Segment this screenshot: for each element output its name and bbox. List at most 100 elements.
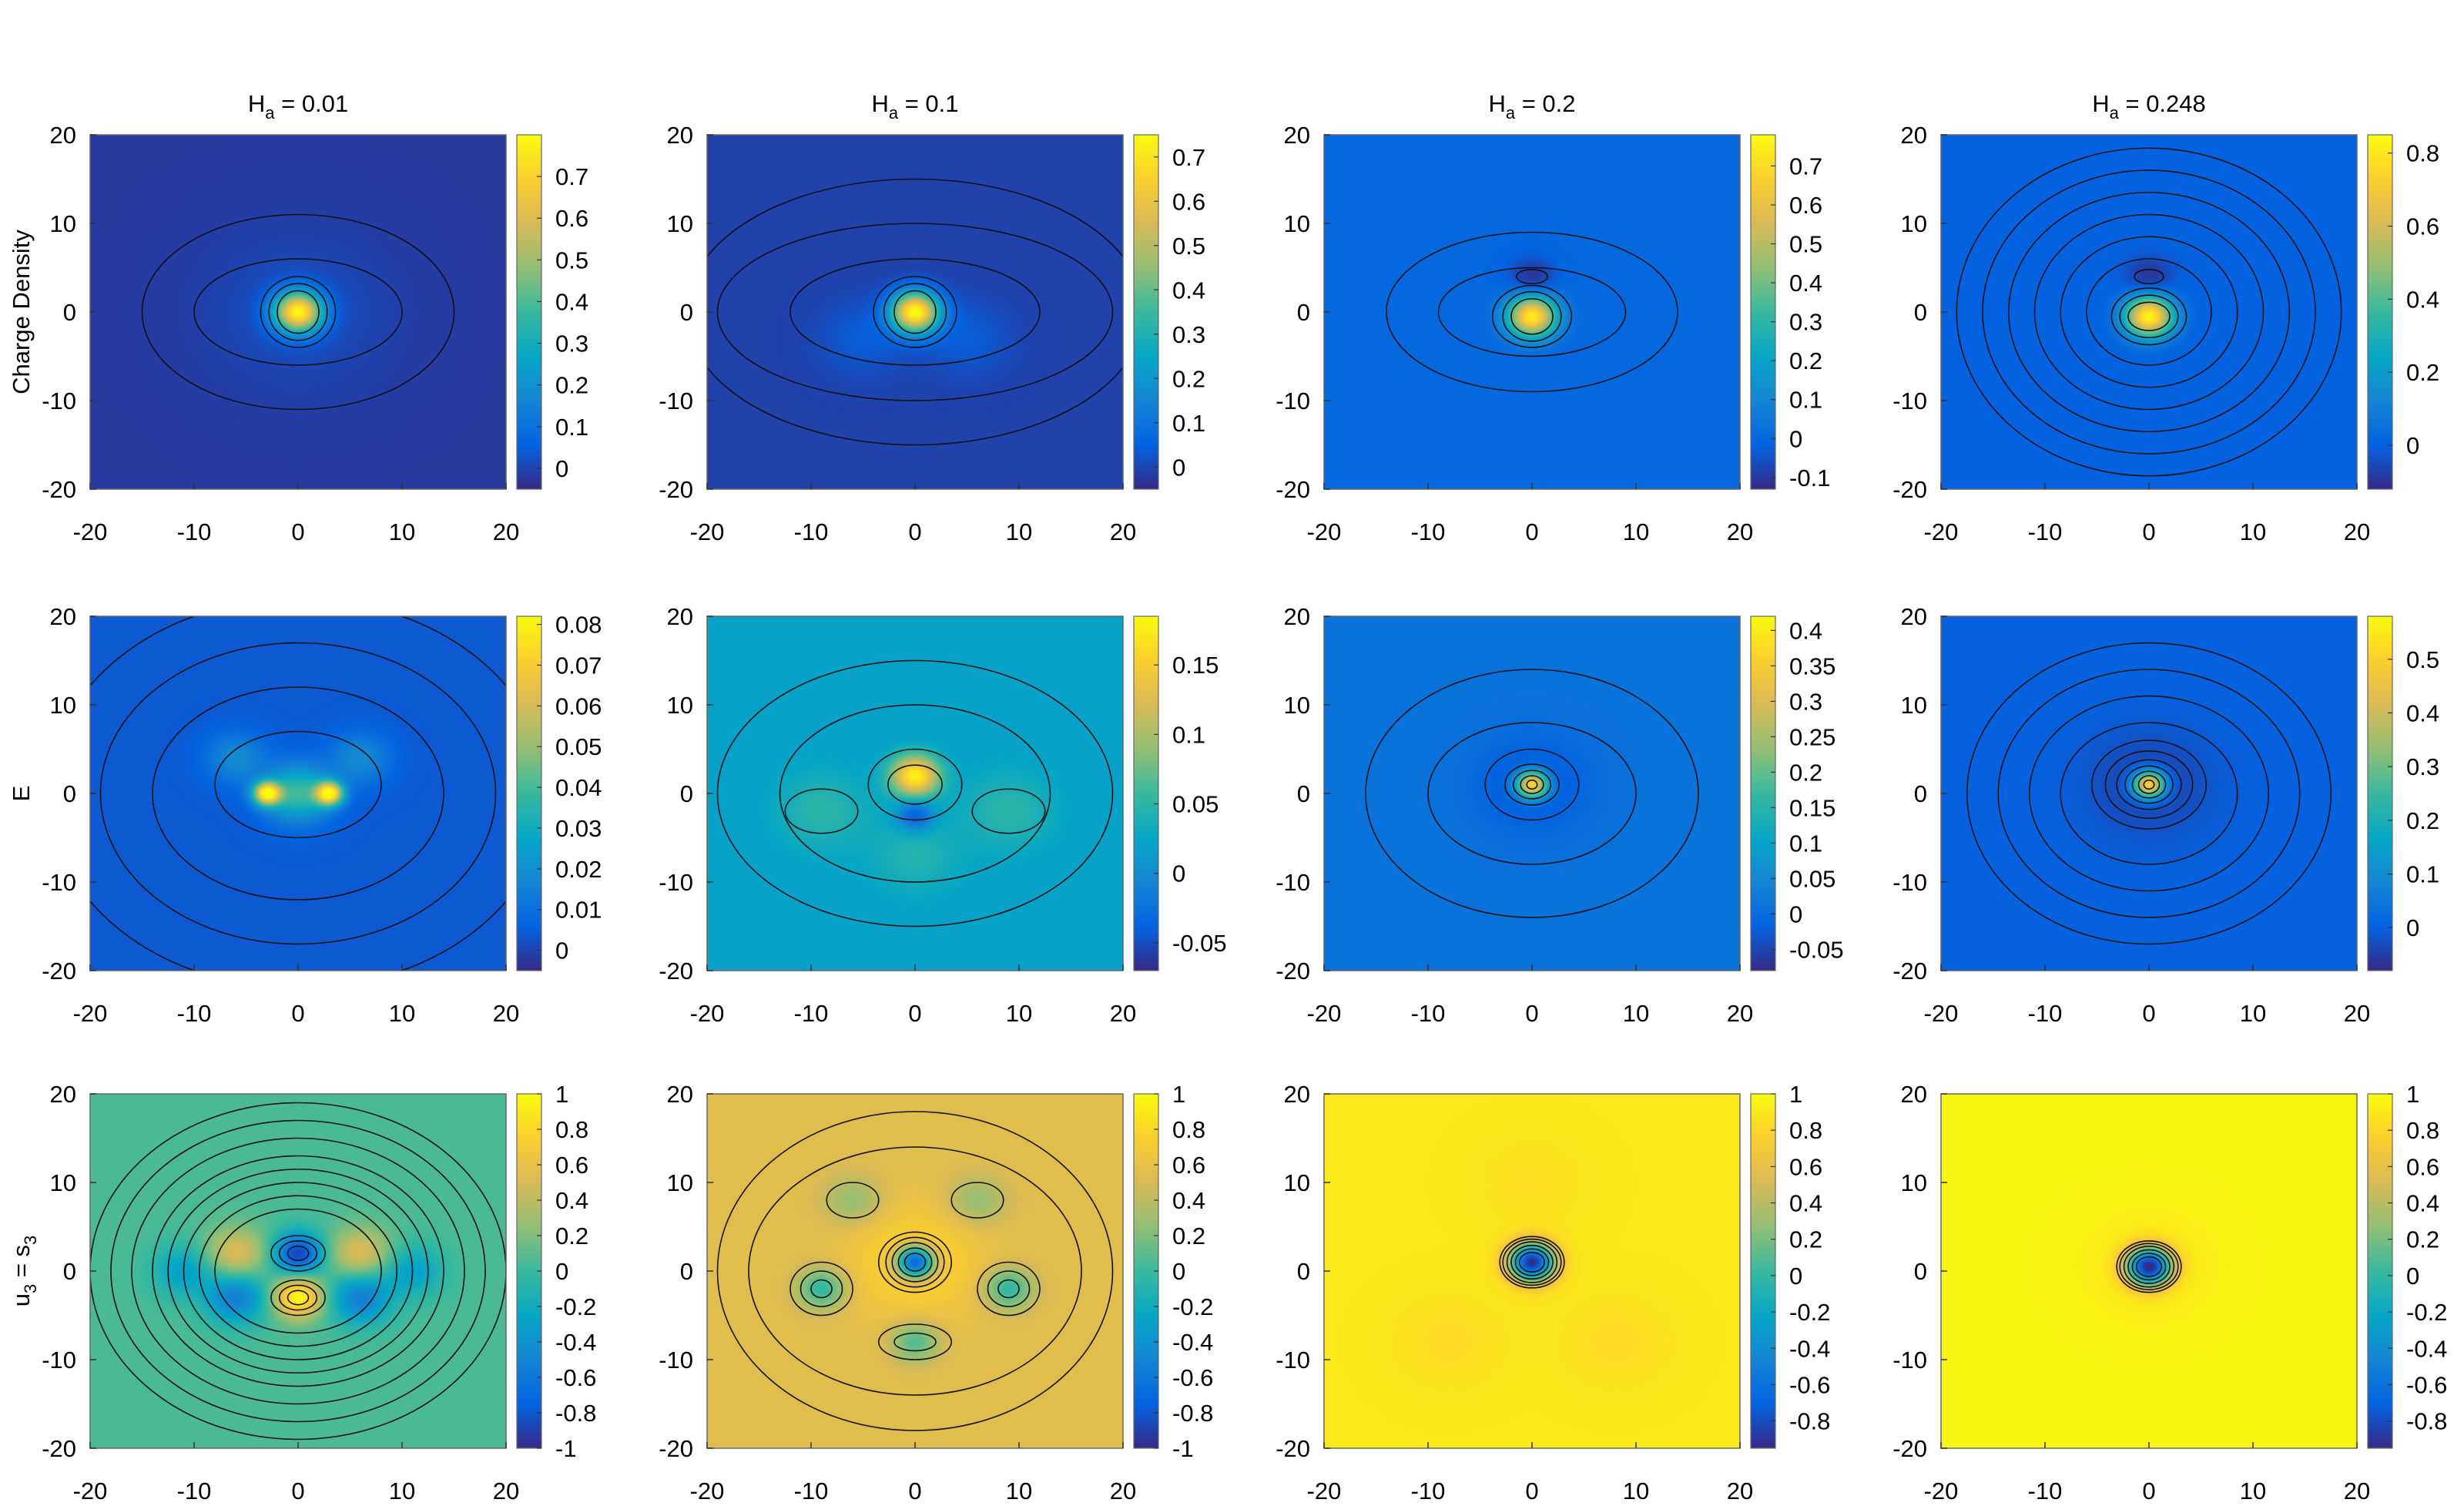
contour-line bbox=[1386, 231, 1678, 393]
contour-lines bbox=[716, 659, 1114, 927]
colorbar-gradient bbox=[1133, 615, 1159, 971]
contour-line bbox=[903, 1253, 927, 1272]
contour-lines bbox=[707, 178, 1123, 446]
y-tick-label: -20 bbox=[659, 1435, 693, 1462]
colorbar-tick-label: -0.2 bbox=[1789, 1299, 1830, 1326]
colorbar-tick-label: 0.2 bbox=[2406, 807, 2439, 834]
contour-line bbox=[198, 1195, 398, 1347]
contour-line bbox=[110, 1119, 486, 1423]
contour-line bbox=[1504, 763, 1560, 806]
contour-line bbox=[1365, 669, 1699, 918]
contour-line bbox=[1526, 779, 1538, 790]
colorbar: 1 0.8 0.6 0.4 0.2 0 -0.2 -0.4 -0.6 -0.8 bbox=[1750, 1081, 1830, 1449]
column-title-3: Ha = 0.2 bbox=[1488, 90, 1575, 122]
x-tick-label: -10 bbox=[794, 1477, 829, 1502]
colorbar-tick-label: 0.4 bbox=[1172, 277, 1205, 304]
x-tick-label: 10 bbox=[2240, 1477, 2266, 1502]
y-tick-label: 10 bbox=[1284, 1169, 1310, 1196]
x-tick-label: 10 bbox=[1623, 1000, 1649, 1027]
contour-line bbox=[2007, 191, 2291, 433]
x-tick-label: 0 bbox=[1525, 1000, 1538, 1027]
x-tick-label: -20 bbox=[1307, 1000, 1342, 1027]
contour-line bbox=[214, 730, 382, 839]
contour-line bbox=[2116, 1240, 2182, 1293]
x-tick-label: 0 bbox=[2142, 1000, 2155, 1027]
colorbar-tick-label: 0.08 bbox=[555, 612, 602, 639]
x-tick-label: 20 bbox=[1110, 1000, 1136, 1027]
colorbar-gradient bbox=[2367, 134, 2393, 490]
y-tick-label: -10 bbox=[1892, 387, 1927, 414]
heatmap-panel-1-4: -20 -10 0 10 20 20 10 0 -10 -20 0.8 0.6 0.4 0.2 0 bbox=[1892, 122, 2439, 545]
colorbar-tick-label: 0.3 bbox=[1789, 309, 1822, 336]
contour-line bbox=[278, 1240, 318, 1266]
contour-line bbox=[2110, 287, 2187, 346]
colorbar-gradient bbox=[516, 615, 542, 971]
colorbar: 0.7 0.6 0.5 0.4 0.3 0.2 0.1 0 bbox=[1133, 134, 1205, 490]
colorbar-tick-label: 0.35 bbox=[1789, 652, 1835, 679]
contour-line bbox=[1437, 267, 1627, 357]
contour-line bbox=[1499, 1236, 1565, 1289]
x-tick-label: -20 bbox=[73, 1000, 108, 1027]
colorbar-gradient bbox=[2367, 615, 2393, 971]
colorbar-tick-label: 0.5 bbox=[1172, 233, 1205, 260]
x-tick-label: -10 bbox=[2028, 1477, 2063, 1502]
colorbar-tick-label: 0 bbox=[1789, 1263, 1802, 1290]
colorbar-tick-label: -0.4 bbox=[555, 1329, 596, 1356]
colorbar-tick-label: -0.2 bbox=[555, 1293, 596, 1320]
heatmap-panel-2-4: -20 -10 0 10 20 20 10 0 -10 -20 0.5 0.4 0.3 0.2 0.1 0 bbox=[1892, 603, 2439, 1027]
x-tick-label: -10 bbox=[2028, 1000, 2063, 1027]
colorbar-tick-label: 0 bbox=[1789, 425, 1802, 452]
colorbar-tick-label: 0.4 bbox=[2406, 286, 2439, 313]
x-tick-label: 20 bbox=[493, 518, 519, 545]
contour-line bbox=[2086, 258, 2212, 366]
contour-line bbox=[789, 258, 1041, 366]
contour-line bbox=[1520, 775, 1544, 794]
y-tick-label: 0 bbox=[63, 1258, 76, 1285]
colorbar: 1 0.8 0.6 0.4 0.2 0 -0.2 -0.4 -0.6 -0.8 -1 bbox=[1133, 1081, 1213, 1462]
contour-line bbox=[1956, 147, 2342, 477]
y-tick-label: -10 bbox=[1276, 387, 1310, 414]
contour-line bbox=[1512, 770, 1552, 800]
heatmap-panel-3-2: -20 -10 0 10 20 20 10 0 -10 -20 1 0.8 0.6 0.4 0.2 0 -0.2… bbox=[659, 1081, 1213, 1504]
x-tick-label: 10 bbox=[1623, 1477, 1649, 1502]
y-tick-label: -10 bbox=[659, 869, 693, 896]
heatmap-panel-3-4: -20 -10 0 10 20 20 10 0 -10 -20 1 0.8 0.6 0.4 0.2 0 -0.2… bbox=[1892, 1081, 2447, 1504]
contour-line bbox=[167, 1168, 429, 1374]
colorbar-tick-label: -0.4 bbox=[1789, 1335, 1830, 1362]
x-tick-label: 0 bbox=[1525, 1477, 1538, 1502]
contour-line bbox=[716, 223, 1114, 401]
heatmap-field bbox=[1941, 135, 2357, 489]
colorbar-tick-label: -0.6 bbox=[2406, 1371, 2447, 1398]
heatmap-panel-1-2: -20 -10 0 10 20 20 10 0 -10 -20 0.7 0.6 0.5 0.4 0.3 0.2… bbox=[659, 122, 1205, 545]
contour-line bbox=[977, 1261, 1041, 1316]
contour-lines bbox=[1499, 1236, 1565, 1289]
y-tick-label: -20 bbox=[1276, 958, 1310, 984]
contour-lines bbox=[2116, 1240, 2182, 1293]
colorbar-tick-label: -0.6 bbox=[1172, 1364, 1213, 1391]
y-tick-label: -20 bbox=[42, 476, 76, 503]
colorbar-tick-label: -0.1 bbox=[1789, 465, 1830, 491]
x-tick-label: 0 bbox=[291, 1477, 304, 1502]
contour-line bbox=[270, 1279, 326, 1316]
colorbar-tick-label: 0.3 bbox=[1172, 321, 1205, 348]
heatmap-field bbox=[1941, 1094, 2357, 1448]
y-tick-label: 0 bbox=[680, 1258, 693, 1285]
heatmap-field bbox=[1324, 135, 1740, 489]
contour-line bbox=[2134, 268, 2164, 284]
colorbar-tick-label: 0.5 bbox=[555, 247, 588, 273]
contour-line bbox=[716, 1111, 1114, 1431]
colorbar-tick-label: 0.3 bbox=[555, 330, 588, 357]
y-tick-label: -20 bbox=[1276, 1435, 1310, 1462]
colorbar-tick-label: 0.1 bbox=[1789, 387, 1822, 414]
y-tick-label: 20 bbox=[50, 1081, 76, 1108]
heatmap-panel-2-1: -20 -10 0 10 2020100-10-200.080.070.060.050.… bbox=[42, 603, 602, 1027]
contour-line bbox=[90, 1102, 506, 1441]
contour-lines bbox=[716, 1111, 1114, 1431]
x-tick-label: -10 bbox=[177, 1477, 212, 1502]
x-tick-label: 20 bbox=[2344, 1477, 2370, 1502]
contour-line bbox=[716, 659, 1114, 927]
x-tick-label: -10 bbox=[1411, 1000, 1446, 1027]
colorbar-tick-label: 0.8 bbox=[2406, 1117, 2439, 1144]
heatmap-field bbox=[1324, 1094, 1740, 1448]
heatmap-panel-1-3: -20 -10 0 10 20 20 10 0 -10 -20 0.7 0.6 0.5 0.4 0.3 0.2… bbox=[1276, 122, 1830, 545]
